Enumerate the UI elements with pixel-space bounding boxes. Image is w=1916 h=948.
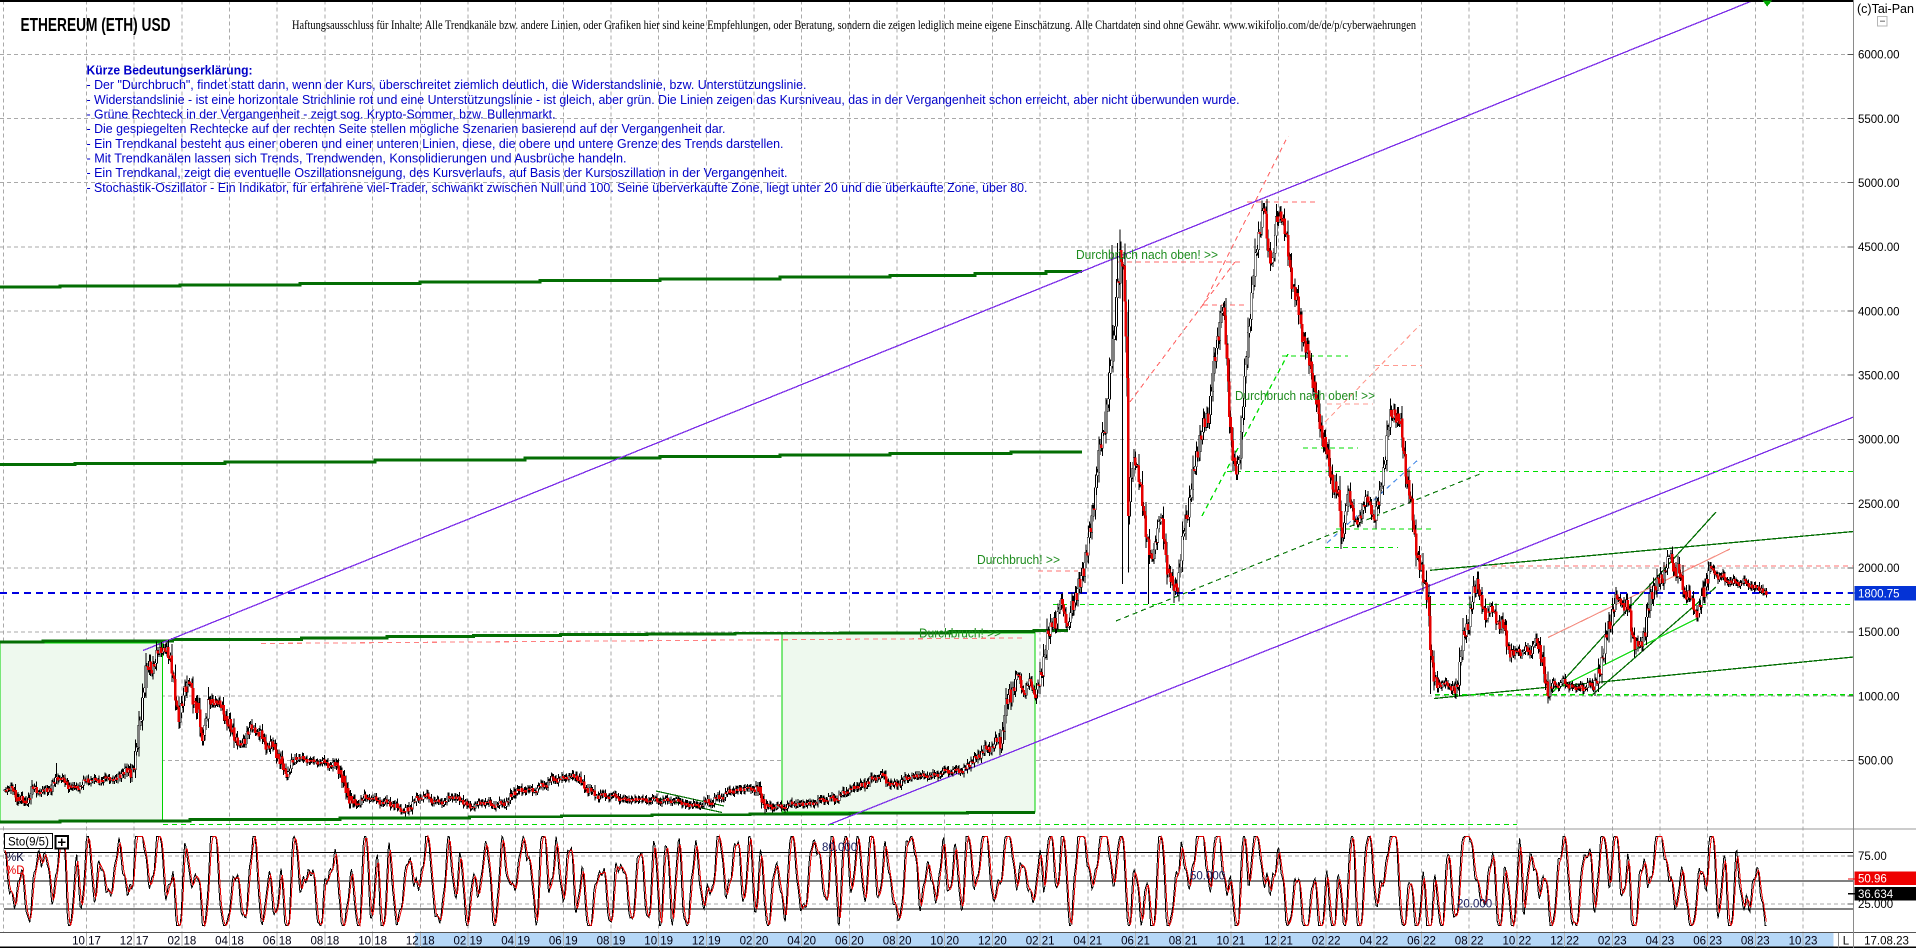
svg-text:1800.75: 1800.75 xyxy=(1858,589,1900,601)
svg-text:Sto(9/5): Sto(9/5) xyxy=(8,837,49,849)
svg-text:2500.00: 2500.00 xyxy=(1858,499,1900,511)
svg-text:5500.00: 5500.00 xyxy=(1858,114,1900,126)
svg-text:- Mit Trendkanälen lassen sich: - Mit Trendkanälen lassen sich Trends, T… xyxy=(87,152,627,166)
svg-text:(c)Tai-Pan: (c)Tai-Pan xyxy=(1857,2,1914,16)
svg-text:Haftungsausschluss für Inhalte: Haftungsausschluss für Inhalte: Alle Tre… xyxy=(292,18,1416,32)
svg-text:75.00: 75.00 xyxy=(1858,851,1887,863)
svg-text:500.00: 500.00 xyxy=(1858,756,1893,768)
svg-text:3000.00: 3000.00 xyxy=(1858,435,1900,447)
svg-text:- Ein Trendkanal, zeigt die ev: - Ein Trendkanal, zeigt die eventuelle O… xyxy=(87,166,788,180)
svg-text:6000.00: 6000.00 xyxy=(1858,50,1900,62)
svg-text:- Stochastik-Oszillator - Ein: - Stochastik-Oszillator - Ein Indikator,… xyxy=(87,181,1028,195)
svg-text:4000.00: 4000.00 xyxy=(1858,306,1900,318)
svg-text:- Ein Trendkanal besteht aus e: - Ein Trendkanal besteht aus einer obere… xyxy=(87,137,784,151)
svg-text:Durchbruch! >>: Durchbruch! >> xyxy=(919,627,1001,641)
svg-text:Durchbruch nach oben! >>: Durchbruch nach oben! >> xyxy=(1235,389,1375,403)
svg-text:36.634: 36.634 xyxy=(1858,889,1894,901)
svg-text:%D: %D xyxy=(6,865,25,877)
svg-text:50.000: 50.000 xyxy=(1190,870,1225,882)
svg-text:50.96: 50.96 xyxy=(1858,873,1887,885)
svg-text:- Der "Durchbruch", findet sta: - Der "Durchbruch", findet statt dann, w… xyxy=(87,78,807,92)
svg-text:ETHEREUM (ETH) USD: ETHEREUM (ETH) USD xyxy=(21,14,171,35)
svg-text:- Die gespiegelten Rechtecke a: - Die gespiegelten Rechtecke auf der rec… xyxy=(87,122,726,136)
svg-text:5000.00: 5000.00 xyxy=(1858,178,1900,190)
svg-text:3500.00: 3500.00 xyxy=(1858,370,1900,382)
svg-text:Durchbruch nach oben! >>: Durchbruch nach oben! >> xyxy=(1076,248,1218,262)
svg-text:- Grüne Rechteck in der Vergan: - Grüne Rechteck in der Vergangenheit - … xyxy=(87,108,556,122)
svg-text:4500.00: 4500.00 xyxy=(1858,242,1900,254)
svg-text:1500.00: 1500.00 xyxy=(1858,627,1900,639)
svg-text:L: L xyxy=(1843,936,1850,948)
svg-text:Durchbruch! >>: Durchbruch! >> xyxy=(977,553,1060,567)
svg-text:80.000: 80.000 xyxy=(822,842,857,854)
svg-text:- Widerstandslinie - ist eine: - Widerstandslinie - ist eine horizontal… xyxy=(87,93,1240,107)
svg-text:%K: %K xyxy=(6,852,24,864)
svg-text:17.08.23: 17.08.23 xyxy=(1864,936,1909,948)
svg-text:Kürze Bedeutungserklärung:: Kürze Bedeutungserklärung: xyxy=(87,64,253,78)
svg-text:2000.00: 2000.00 xyxy=(1858,563,1900,575)
svg-text:25.000: 25.000 xyxy=(1858,899,1893,911)
svg-text:1000.00: 1000.00 xyxy=(1858,691,1900,703)
svg-text:20.000: 20.000 xyxy=(1457,899,1492,911)
